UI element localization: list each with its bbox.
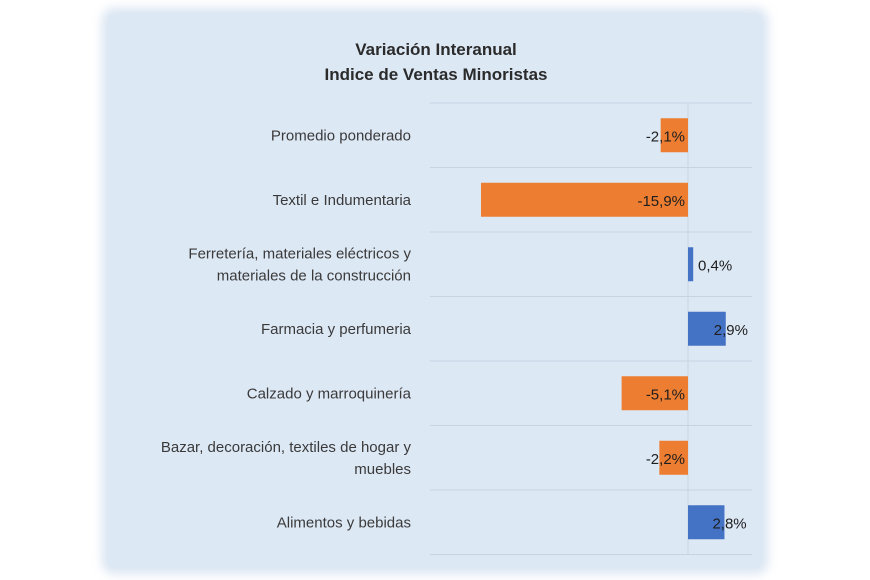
category-label: Calzado y marroquinería bbox=[247, 385, 412, 402]
bar bbox=[688, 505, 725, 540]
category-label: Farmacia y perfumeria bbox=[261, 321, 412, 338]
data-label: -2,2% bbox=[646, 451, 685, 468]
label-layer: Promedio ponderado -2,1% Textil e Indument… bbox=[161, 127, 748, 532]
category-label: Bazar, decoración, textiles de hogar y bbox=[161, 439, 412, 456]
bar bbox=[659, 440, 688, 475]
grid-layer bbox=[430, 102, 752, 555]
data-label: -2,1% bbox=[646, 128, 685, 145]
bar bbox=[481, 182, 688, 217]
bar-layer bbox=[481, 118, 726, 540]
data-label: -15,9% bbox=[637, 193, 685, 210]
bar bbox=[688, 247, 694, 282]
category-label: Ferretería, materiales eléctricos y bbox=[188, 245, 411, 262]
chart-title: Variación Interanual Indice de Ventas Mi… bbox=[325, 40, 548, 84]
chart-panel bbox=[108, 14, 762, 568]
data-label: 0,4% bbox=[698, 257, 732, 274]
data-label: 2,9% bbox=[714, 322, 748, 339]
bar bbox=[621, 376, 688, 411]
category-label: Alimentos y bebidas bbox=[277, 514, 411, 531]
data-label: -5,1% bbox=[646, 386, 685, 403]
category-label: Promedio ponderado bbox=[271, 127, 411, 144]
bar bbox=[688, 311, 726, 346]
category-label: muebles bbox=[354, 461, 411, 478]
chart-title-line-1: Variación Interanual bbox=[355, 40, 517, 59]
category-label: materiales de la construcción bbox=[217, 267, 411, 284]
bar bbox=[660, 118, 688, 153]
data-label: 2,8% bbox=[712, 515, 746, 532]
chart-title-line-2: Indice de Ventas Minoristas bbox=[325, 65, 548, 84]
category-label: Textil e Indumentaria bbox=[273, 192, 412, 209]
